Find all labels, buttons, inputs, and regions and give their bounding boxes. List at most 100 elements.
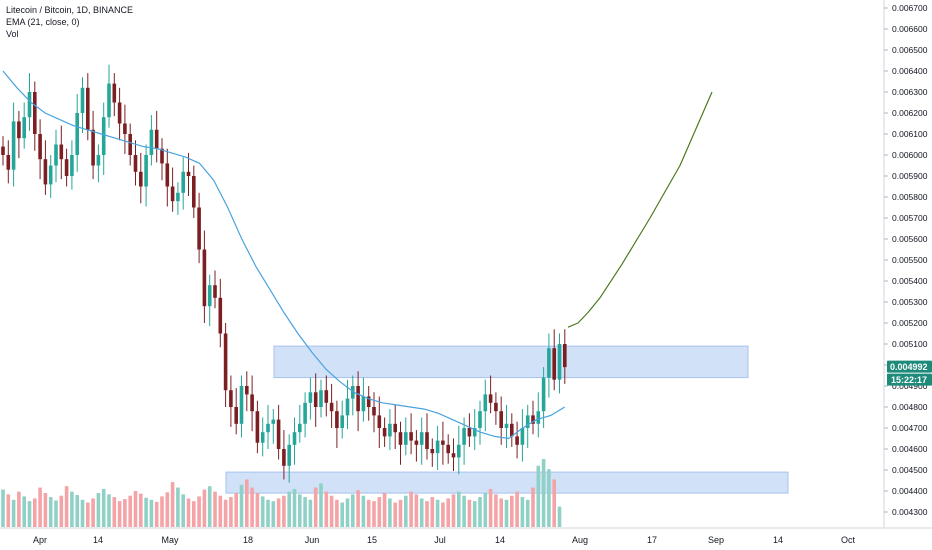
volume-bar <box>499 498 503 527</box>
candle-body <box>419 432 424 445</box>
candle-body <box>531 415 535 424</box>
volume-bar <box>472 501 477 527</box>
candle-body <box>218 297 223 334</box>
candle-body <box>1 146 5 155</box>
volume-bar <box>250 487 254 527</box>
volume-bar <box>335 499 339 527</box>
candle-body <box>361 396 366 412</box>
volume-bar <box>377 497 382 527</box>
volume-bar <box>197 496 201 527</box>
volume-bar <box>398 499 403 527</box>
candle-body <box>282 449 286 466</box>
x-tick-label: Jun <box>305 535 320 545</box>
candle-body <box>494 402 498 412</box>
x-tick-label: 14 <box>773 535 783 545</box>
volume-bar <box>340 502 344 527</box>
candle-body <box>515 436 519 445</box>
volume-bar <box>48 497 53 527</box>
candle-body <box>287 444 291 466</box>
y-tick-label: 0.006100 <box>892 129 928 139</box>
candle-body <box>467 428 472 437</box>
volume-bar <box>298 494 302 527</box>
x-tick-label: 14 <box>495 535 505 545</box>
volume-bar <box>525 499 530 527</box>
candle-body <box>54 144 58 166</box>
candle-body <box>27 92 32 118</box>
candle-body <box>446 444 450 454</box>
volume-bar <box>149 499 154 527</box>
x-tick-label: Apr <box>33 535 47 545</box>
volume-bar <box>282 495 286 527</box>
candle-body <box>510 423 514 437</box>
volume-bar <box>478 497 482 527</box>
candle-body <box>441 440 445 445</box>
x-tick-label: 17 <box>647 535 657 545</box>
volume-bar <box>207 486 212 527</box>
candle-body <box>70 155 74 176</box>
candle-body <box>239 386 244 424</box>
volume-bar <box>202 489 207 527</box>
candle-body <box>340 415 344 428</box>
volume-bar <box>101 488 106 527</box>
volume-bar <box>229 497 233 527</box>
volume-bar <box>557 506 562 527</box>
resistance-zone <box>273 345 749 379</box>
candle-body <box>186 171 191 176</box>
volume-bar <box>435 499 440 527</box>
candle-body <box>6 155 11 170</box>
y-tick-label: 0.005800 <box>892 192 928 202</box>
x-tick-label: Sep <box>708 535 724 545</box>
candle-body <box>96 155 101 166</box>
y-tick-label: 0.006700 <box>892 3 928 13</box>
candle-body <box>75 113 79 155</box>
candle-body <box>128 134 132 155</box>
candle-body <box>298 423 302 433</box>
volume-bar <box>192 501 196 527</box>
ema-line <box>2 70 566 440</box>
candle-body <box>547 348 551 378</box>
candle-body <box>398 432 403 445</box>
volume-bar <box>547 469 551 527</box>
candle-body <box>351 386 355 399</box>
volume-bar <box>541 459 546 527</box>
y-tick-label: 0.006300 <box>892 87 928 97</box>
candle-body <box>393 423 397 433</box>
volume-bar <box>234 493 238 527</box>
y-tick-label: 0.004700 <box>892 423 928 433</box>
candle-body <box>33 92 37 134</box>
volume-bar <box>245 479 249 527</box>
volume-bar <box>176 487 180 527</box>
y-tick-label: 0.004800 <box>892 402 928 412</box>
candle-body <box>335 411 339 428</box>
volume-bar <box>181 494 185 527</box>
volume-bar <box>255 493 260 527</box>
volume-bar <box>22 496 26 527</box>
candle-body <box>139 171 143 187</box>
candle-body <box>22 117 26 139</box>
volume-bar <box>128 495 132 527</box>
volume-bar <box>366 499 371 527</box>
candle-body <box>525 415 530 428</box>
candle-body <box>414 440 419 445</box>
candle-body <box>207 285 212 307</box>
volume-bar <box>361 495 366 527</box>
candle-body <box>504 423 509 428</box>
y-tick-label: 0.006400 <box>892 66 928 76</box>
candle-body <box>64 159 69 176</box>
candle-body <box>372 407 376 416</box>
candle-body <box>451 453 456 458</box>
volume-bar <box>64 486 69 527</box>
candle-body <box>462 428 466 445</box>
candle-body <box>366 396 371 407</box>
volume-bar <box>451 494 456 527</box>
candle-body <box>382 428 387 437</box>
volume-bar <box>457 491 461 527</box>
y-tick-label: 0.005500 <box>892 255 928 265</box>
y-tick-label: 0.005700 <box>892 213 928 223</box>
volume-bar <box>123 499 127 527</box>
volume-bar <box>303 497 307 527</box>
volume-bar <box>488 488 493 527</box>
volume-bar <box>319 483 323 527</box>
volume-bar <box>1 489 5 527</box>
